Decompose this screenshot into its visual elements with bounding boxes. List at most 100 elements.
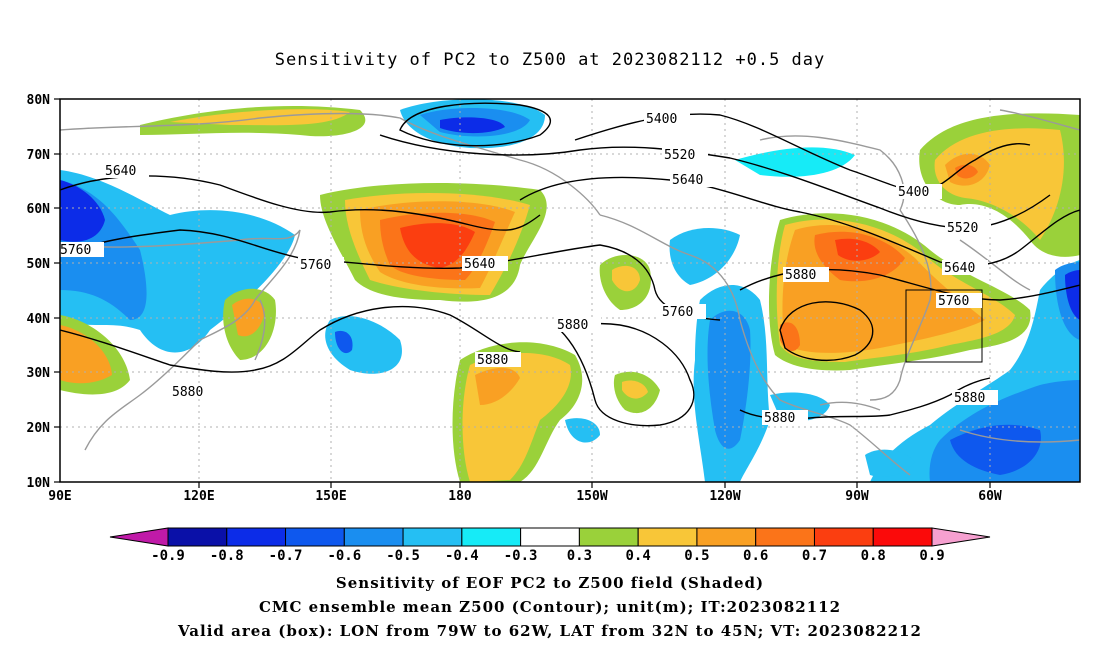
colorbar-label: -0.7: [269, 548, 303, 564]
lon-label: 150W: [576, 489, 607, 504]
contour-label: 5520: [664, 148, 695, 163]
contour-5880-west: [60, 305, 521, 373]
plot-frame: [59, 98, 1081, 483]
coast-north-america-east: [869, 209, 932, 401]
colorbar-cell: [461, 527, 522, 547]
contour-label: 5880: [764, 411, 795, 426]
colorbar-label: 0.8: [861, 548, 886, 564]
contour-label: 5760: [938, 294, 969, 309]
contour-label: 5640: [672, 173, 703, 188]
lat-label: 70N: [27, 148, 51, 163]
pos-region-bering-peak: [400, 223, 475, 268]
colorbar-label: -0.6: [327, 548, 361, 564]
lon-label: 180: [448, 489, 472, 504]
pos-region-greenland-peak: [955, 164, 978, 179]
coast-north-america-west: [599, 214, 911, 476]
coast-caribbean-south: [959, 429, 1080, 443]
pos-region-india-core: [60, 325, 112, 384]
colorbar-cell: [755, 527, 815, 547]
neg-region-alaska: [669, 228, 740, 285]
caption-shading: Sensitivity of EOF PC2 to Z500 field (Sh…: [335, 574, 765, 592]
contour-5640-west: [60, 175, 541, 231]
colorbar-cell: [696, 527, 757, 547]
contour-label: 5640: [944, 261, 975, 276]
colorbar-cell: [520, 527, 580, 547]
colorbar-label: 0.9: [919, 548, 944, 564]
colorbar-label: 0.6: [743, 548, 768, 564]
lon-label: 120E: [183, 489, 214, 504]
coast-newfoundland: [959, 239, 1031, 291]
neg-region-caribbean: [865, 449, 915, 477]
contour-label: 5760: [300, 258, 331, 273]
lon-label: 120W: [709, 489, 740, 504]
colorbar-cell: [872, 527, 933, 547]
caption-valid-area: Valid area (box): LON from 79W to 62W, L…: [178, 622, 922, 640]
neg-region-arctic-core: [440, 117, 505, 134]
valid-area-box: [905, 289, 983, 363]
colorbar-label: 0.3: [567, 548, 592, 564]
contour-label: 5520: [947, 221, 978, 236]
pos-region-gulf-alaska-core: [612, 265, 640, 292]
gridlines: [60, 99, 1080, 482]
lon-label: 90W: [845, 489, 869, 504]
contour-label: 5640: [464, 257, 495, 272]
colorbar-cell: [637, 527, 698, 547]
neg-region-atlantic-core: [950, 424, 1041, 475]
neg-region-pacific-west-core: [335, 330, 353, 354]
colorbar-high-arrow: [931, 527, 991, 547]
contour-5760-west: [60, 229, 721, 321]
pos-region-arctic-core: [170, 109, 350, 126]
colorbar: -0.9 -0.8 -0.7 -0.6 -0.5 -0.4 -0.3 0.3 0.4 0.5 0.6…: [109, 527, 991, 564]
shading-layer: [60, 99, 1080, 482]
lon-label: 90E: [48, 489, 71, 504]
colorbar-label: -0.8: [210, 548, 244, 564]
contour-label: 5880: [954, 391, 985, 406]
lat-label: 30N: [27, 366, 51, 381]
colorbar-cell: [402, 527, 463, 547]
contour-label: 5880: [557, 318, 588, 333]
colorbar-cell: [226, 527, 287, 547]
lat-label: 40N: [27, 312, 51, 327]
colorbar-cell: [343, 527, 404, 547]
neg-region-atlantic-peak: [1065, 270, 1080, 320]
lat-label: 80N: [27, 93, 51, 108]
colorbar-label: -0.9: [151, 548, 185, 564]
lat-label: 10N: [27, 476, 51, 491]
lat-label: 50N: [27, 257, 51, 272]
caption-contour: CMC ensemble mean Z500 (Contour); unit(m…: [258, 598, 842, 616]
pos-region-central-pacific-peak: [475, 367, 520, 405]
coastlines: [60, 109, 1080, 476]
contour-label: 5640: [105, 164, 136, 179]
lat-label: 60N: [27, 202, 51, 217]
colorbar-label: -0.5: [386, 548, 420, 564]
contour-label: 5400: [898, 185, 929, 200]
lon-label: 60W: [978, 489, 1002, 504]
coast-siberia: [60, 112, 601, 216]
neg-region-subtropical: [565, 418, 600, 443]
contour-5640-east: [519, 176, 1080, 267]
lon-labels: 90E 120E 150E 180 150W 120W 90W 60W: [48, 489, 1002, 504]
contour-5880-south: [559, 322, 695, 427]
contour-label: 5760: [662, 305, 693, 320]
contour-label: 5880: [172, 385, 203, 400]
pos-region-japan-core: [232, 298, 265, 337]
neg-region-west-coast-core: [707, 310, 751, 449]
colorbar-label: 0.5: [684, 548, 709, 564]
colorbar-cell: [813, 527, 874, 547]
contour-label: 5760: [60, 243, 91, 258]
coast-east-asia: [60, 229, 301, 451]
contour-label: 5880: [477, 353, 508, 368]
pos-region-mexico-deep: [780, 322, 800, 352]
colorbar-cell: [578, 527, 639, 547]
contour-5400-arctic: [399, 102, 552, 147]
colorbar-cell: [167, 527, 228, 547]
coast-gulf-mexico: [819, 401, 881, 411]
map-title: Sensitivity of PC2 to Z500 at 2023082112…: [274, 50, 826, 70]
lon-label: 150E: [315, 489, 346, 504]
colorbar-cell: [285, 527, 345, 547]
pos-region-hawaii-core: [622, 380, 648, 399]
colorbar-label: -0.3: [504, 548, 538, 564]
neg-region-pacific-west: [325, 316, 402, 374]
colorbar-label: 0.4: [626, 548, 651, 564]
